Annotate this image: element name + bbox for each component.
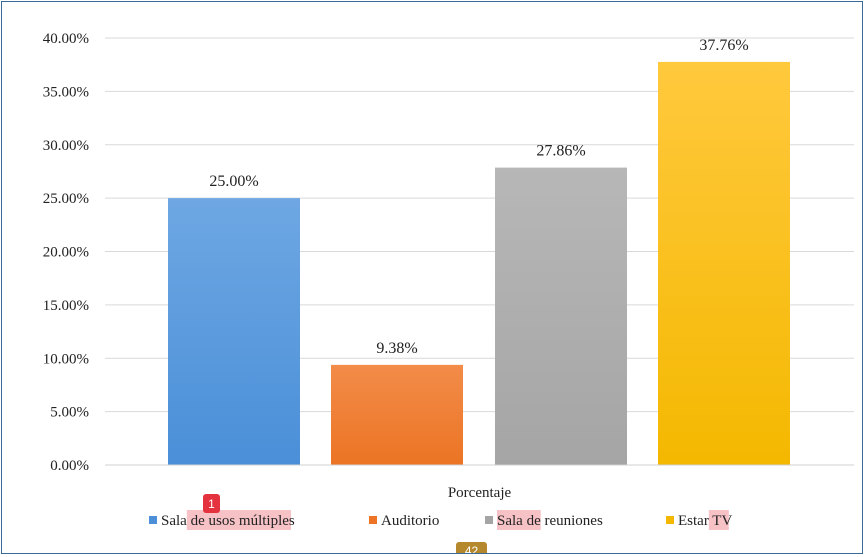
badge-1: 1 bbox=[203, 494, 220, 513]
legend-highlight bbox=[497, 510, 541, 530]
y-tick-label: 40.00% bbox=[43, 31, 89, 47]
data-label: 37.76% bbox=[699, 37, 748, 54]
y-axis-tick-labels: 0.00% 5.00% 10.00% 15.00% 20.00% 25.00% 30.00%… bbox=[43, 31, 89, 474]
y-tick-label: 30.00% bbox=[43, 138, 89, 154]
legend-item: Estar TV bbox=[666, 510, 732, 530]
badge-42-label: 42 bbox=[465, 544, 479, 554]
bar-auditorio bbox=[331, 364, 463, 465]
legend-item: Auditorio bbox=[369, 513, 439, 529]
legend-swatch bbox=[485, 516, 493, 524]
bar-estar-tv bbox=[658, 61, 790, 466]
y-tick-label: 0.00% bbox=[50, 458, 89, 474]
legend-label: Sala de usos múltiples bbox=[161, 513, 295, 529]
legend-item: Sala de usos múltiples bbox=[149, 510, 295, 530]
y-tick-label: 10.00% bbox=[43, 351, 89, 367]
legend-highlight bbox=[708, 510, 729, 530]
y-tick-label: 5.00% bbox=[50, 405, 89, 421]
data-label: 25.00% bbox=[209, 173, 258, 190]
badge-1-label: 1 bbox=[208, 497, 215, 511]
y-tick-label: 25.00% bbox=[43, 191, 89, 207]
y-tick-label: 15.00% bbox=[43, 298, 89, 314]
legend-swatch bbox=[369, 516, 377, 524]
legend-item: Sala de reuniones bbox=[485, 510, 603, 530]
legend-swatch bbox=[666, 516, 674, 524]
x-axis-category-label: Porcentaje bbox=[448, 485, 512, 501]
bar-sala-de-usos-m-ltiples bbox=[168, 198, 300, 465]
badge-1-bg bbox=[203, 494, 220, 513]
legend-highlight bbox=[186, 510, 291, 530]
legend-label: Sala de reuniones bbox=[497, 513, 603, 529]
legend-swatch bbox=[149, 516, 157, 524]
data-label: 9.38% bbox=[376, 340, 417, 357]
y-tick-label: 35.00% bbox=[43, 84, 89, 100]
annotation-badges: 1 42 bbox=[203, 494, 487, 554]
badge-42: 42 bbox=[456, 542, 487, 554]
y-tick-label: 20.00% bbox=[43, 245, 89, 261]
legend: Sala de usos múltiples Auditorio Sala de r… bbox=[149, 510, 732, 530]
legend-label: Auditorio bbox=[381, 513, 439, 529]
bars bbox=[168, 61, 790, 466]
data-labels: 25.00% 9.38% 27.86% 37.76% bbox=[209, 37, 748, 357]
bar-sala-de-reuniones bbox=[495, 167, 627, 466]
badge-42-bg bbox=[456, 542, 487, 553]
legend-label: Estar TV bbox=[678, 513, 732, 529]
data-label: 27.86% bbox=[536, 143, 585, 160]
